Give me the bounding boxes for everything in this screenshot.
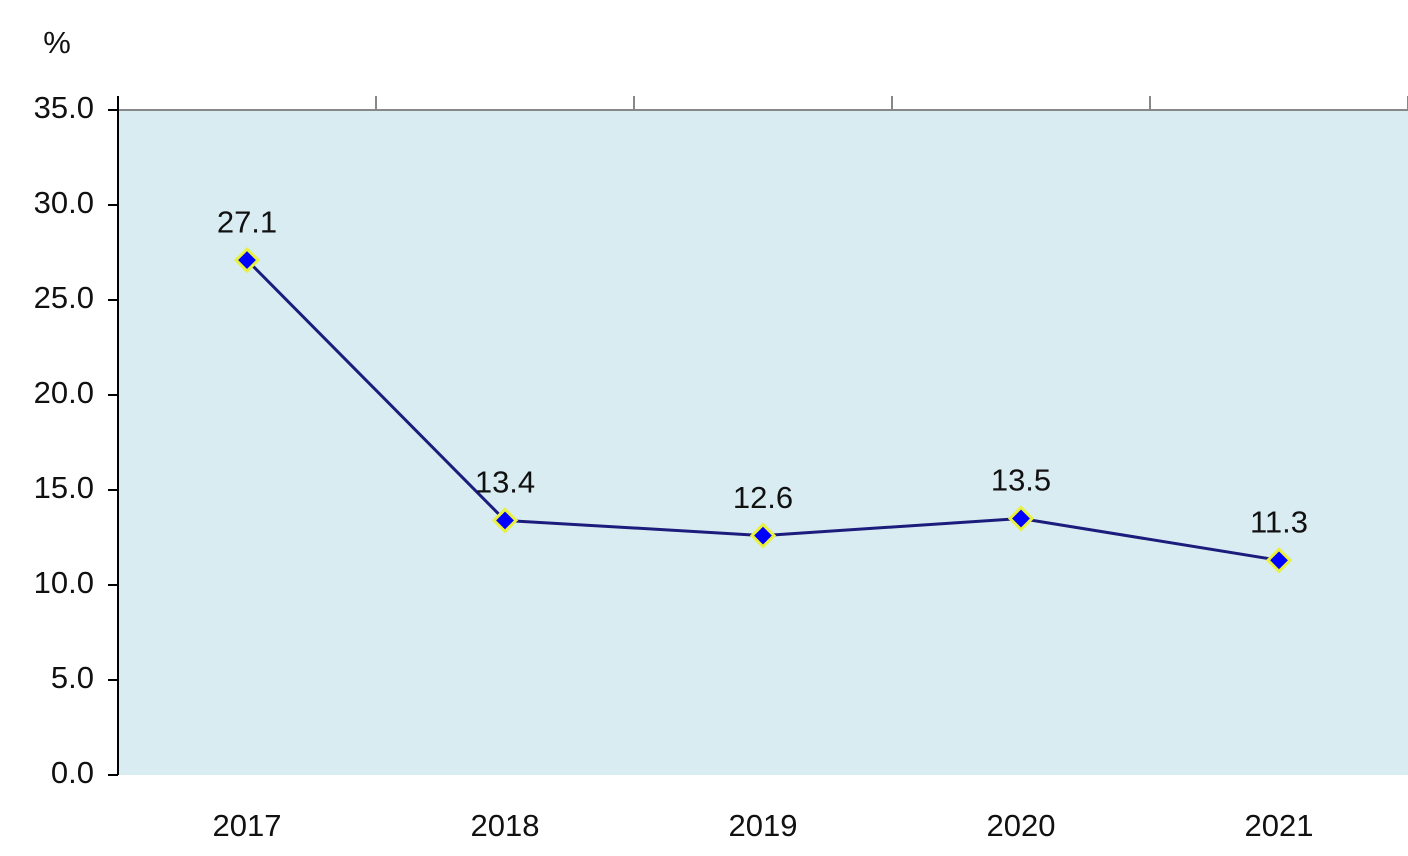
data-label: 12.6 <box>733 480 793 515</box>
y-tick-label: 35.0 <box>34 90 94 125</box>
y-tick-label: 10.0 <box>34 565 94 600</box>
data-marker <box>1007 505 1035 532</box>
y-tick-label: 5.0 <box>51 660 94 695</box>
y-tick-label: 30.0 <box>34 185 94 220</box>
x-tick-label: 2017 <box>213 808 282 843</box>
x-tick-label: 2021 <box>1245 808 1314 843</box>
x-tick-label: 2019 <box>729 808 798 843</box>
data-label: 27.1 <box>217 204 277 239</box>
data-marker <box>491 507 519 534</box>
y-tick-label: 15.0 <box>34 470 94 505</box>
y-tick-label: 0.0 <box>51 755 94 790</box>
plot-area <box>118 110 1408 775</box>
data-marker <box>1265 547 1293 574</box>
data-label: 11.3 <box>1250 504 1308 539</box>
y-axis-label: % <box>43 25 71 60</box>
data-marker <box>749 522 777 549</box>
data-label: 13.4 <box>475 465 535 500</box>
y-tick-label: 25.0 <box>34 280 94 315</box>
x-tick-label: 2020 <box>987 808 1056 843</box>
x-tick-label: 2018 <box>471 808 540 843</box>
data-marker <box>233 246 261 274</box>
y-tick-label: 20.0 <box>34 375 94 410</box>
data-label: 13.5 <box>991 463 1051 498</box>
